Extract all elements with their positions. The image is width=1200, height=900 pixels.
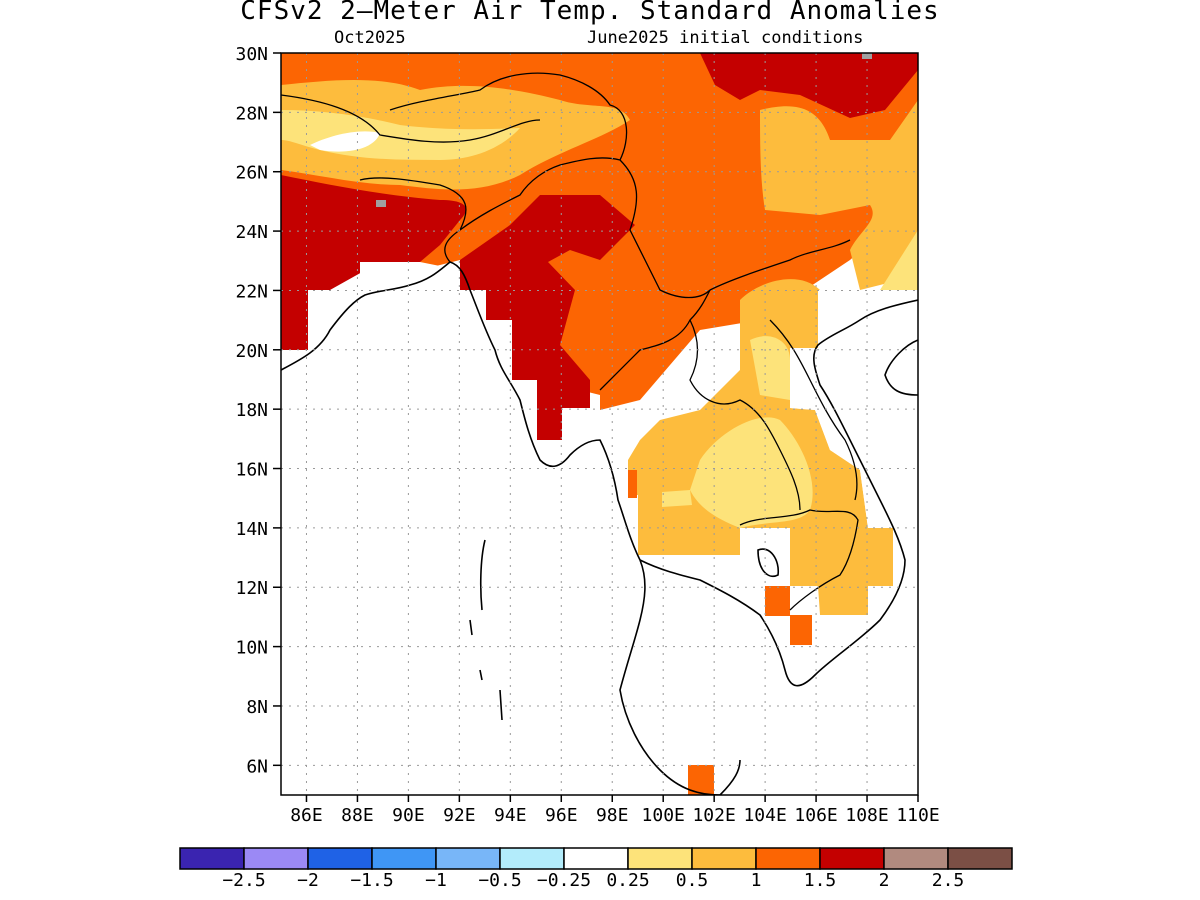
- border-bangladesh: [359, 177, 467, 263]
- lon-tick-label: 94E: [494, 805, 527, 826]
- colorbar-swatch: [307, 847, 373, 870]
- map-title: CFSv2 2—Meter Air Temp. Standard Anomali…: [240, 0, 940, 26]
- anomaly-spot-grey-north: [862, 53, 872, 59]
- colorbar-swatch: [755, 847, 821, 870]
- colorbar-swatch: [563, 847, 629, 870]
- anomaly-region-south-china-amber: [760, 100, 918, 290]
- anomaly-region-northeast-red: [700, 53, 918, 118]
- lon-tick-label: 100E: [642, 805, 685, 826]
- border-cambodia: [739, 509, 859, 611]
- coastline-tonle-sap: [757, 548, 780, 577]
- longitude-axis: 86E 88E 90E 92E 94E 96E 98E 100E 102E 104E 106E 108…: [290, 795, 940, 826]
- lon-tick-label: 98E: [596, 805, 629, 826]
- coastline-layer: [281, 261, 918, 795]
- colorbar-swatch: [627, 847, 693, 870]
- lon-tick-label: 88E: [341, 805, 374, 826]
- colorbar-swatch: [179, 847, 245, 870]
- lon-tick-label: 96E: [545, 805, 578, 826]
- colorbar-label: 2: [879, 870, 890, 891]
- border-layer: [281, 72, 859, 611]
- lon-tick-label: 108E: [845, 805, 888, 826]
- map-frame: [280, 52, 919, 796]
- colorbar-label: 2.5: [932, 870, 965, 891]
- lat-tick-label: 24N: [235, 222, 268, 243]
- anomaly-region-nepal-white: [310, 131, 380, 152]
- no-data-mask-bay-of-bengal: [281, 262, 638, 795]
- colorbar: −2.5 −2 −1.5 −1 −0.5 −0.25 0.25 0.5 1 1.5 2 2.5: [179, 847, 1013, 891]
- border-myanmar-thailand: [599, 289, 711, 391]
- colorbar-label: 0.25: [606, 870, 649, 891]
- colorbar-label: −2: [297, 870, 319, 891]
- border-myanmar-india: [459, 157, 621, 231]
- lat-tick-label: 12N: [235, 578, 268, 599]
- coastline-indochina: [639, 299, 918, 795]
- border-myanmar-china: [619, 159, 711, 299]
- no-data-mask-south-china-sea: [638, 290, 918, 795]
- colorbar-swatch: [371, 847, 437, 870]
- lat-tick-label: 6N: [246, 756, 268, 777]
- border-laos-vietnam: [709, 239, 858, 501]
- lat-tick-label: 14N: [235, 519, 268, 540]
- valid-month-label: Oct2025: [334, 28, 406, 48]
- border-china-india: [389, 72, 628, 161]
- lon-tick-label: 90E: [392, 805, 425, 826]
- colorbar-swatch: [435, 847, 501, 870]
- initial-conditions-label: June2025 initial conditions: [587, 28, 864, 48]
- colorbar-label: −2.5: [222, 870, 265, 891]
- latitude-axis: 30N 28N 26N 24N 22N 20N 18N 16N 14N 12N 10N 8N 6N: [235, 44, 281, 777]
- lat-tick-label: 20N: [235, 341, 268, 362]
- anomaly-region-myanmar-red: [460, 195, 635, 440]
- lon-tick-label: 102E: [692, 805, 735, 826]
- lon-tick-label: 86E: [290, 805, 323, 826]
- lat-tick-label: 26N: [235, 163, 268, 184]
- anomaly-fill-layer: [281, 53, 918, 795]
- anomaly-region-cambodia-orange: [765, 586, 790, 616]
- lat-tick-label: 16N: [235, 460, 268, 481]
- lon-tick-label: 104E: [743, 805, 786, 826]
- coastline-india-bangladesh: [281, 261, 721, 795]
- border-nepal: [281, 94, 541, 143]
- lat-tick-label: 22N: [235, 281, 268, 302]
- lon-tick-label: 92E: [443, 805, 476, 826]
- anomaly-region-laos-yellow: [750, 336, 790, 400]
- lat-tick-label: 8N: [246, 697, 268, 718]
- colorbar-label: −0.25: [537, 870, 591, 891]
- lon-tick-label: 106E: [794, 805, 837, 826]
- colorbar-label: 0.5: [676, 870, 709, 891]
- colorbar-swatch: [499, 847, 565, 870]
- colorbar-swatch: [819, 847, 885, 870]
- anomaly-spot-grey-bangladesh: [376, 200, 386, 207]
- colorbar-swatch: [691, 847, 757, 870]
- lon-tick-label: 110E: [896, 805, 939, 826]
- coastline-andaman-islands: [469, 539, 503, 721]
- anomaly-region-south-china-yellow: [880, 230, 918, 290]
- colorbar-swatch: [883, 847, 949, 870]
- colorbar-label: 1.5: [804, 870, 837, 891]
- colorbar-swatch: [243, 847, 309, 870]
- lat-tick-label: 30N: [235, 44, 268, 65]
- colorbar-swatch: [947, 847, 1013, 870]
- colorbar-label: −1: [425, 870, 447, 891]
- lat-tick-label: 10N: [235, 638, 268, 659]
- coastline-gulf-of-tonkin: [884, 339, 918, 396]
- anomaly-region-mekong-orange: [790, 615, 812, 645]
- colorbar-label: −1.5: [350, 870, 393, 891]
- lat-tick-label: 28N: [235, 103, 268, 124]
- border-laos-thailand: [689, 319, 801, 511]
- lat-tick-label: 18N: [235, 400, 268, 421]
- colorbar-label: −0.5: [478, 870, 521, 891]
- anomaly-region-thailand-yellow-spot: [662, 490, 692, 507]
- anomaly-region-indochina-yellow: [690, 417, 813, 528]
- colorbar-label: 1: [751, 870, 762, 891]
